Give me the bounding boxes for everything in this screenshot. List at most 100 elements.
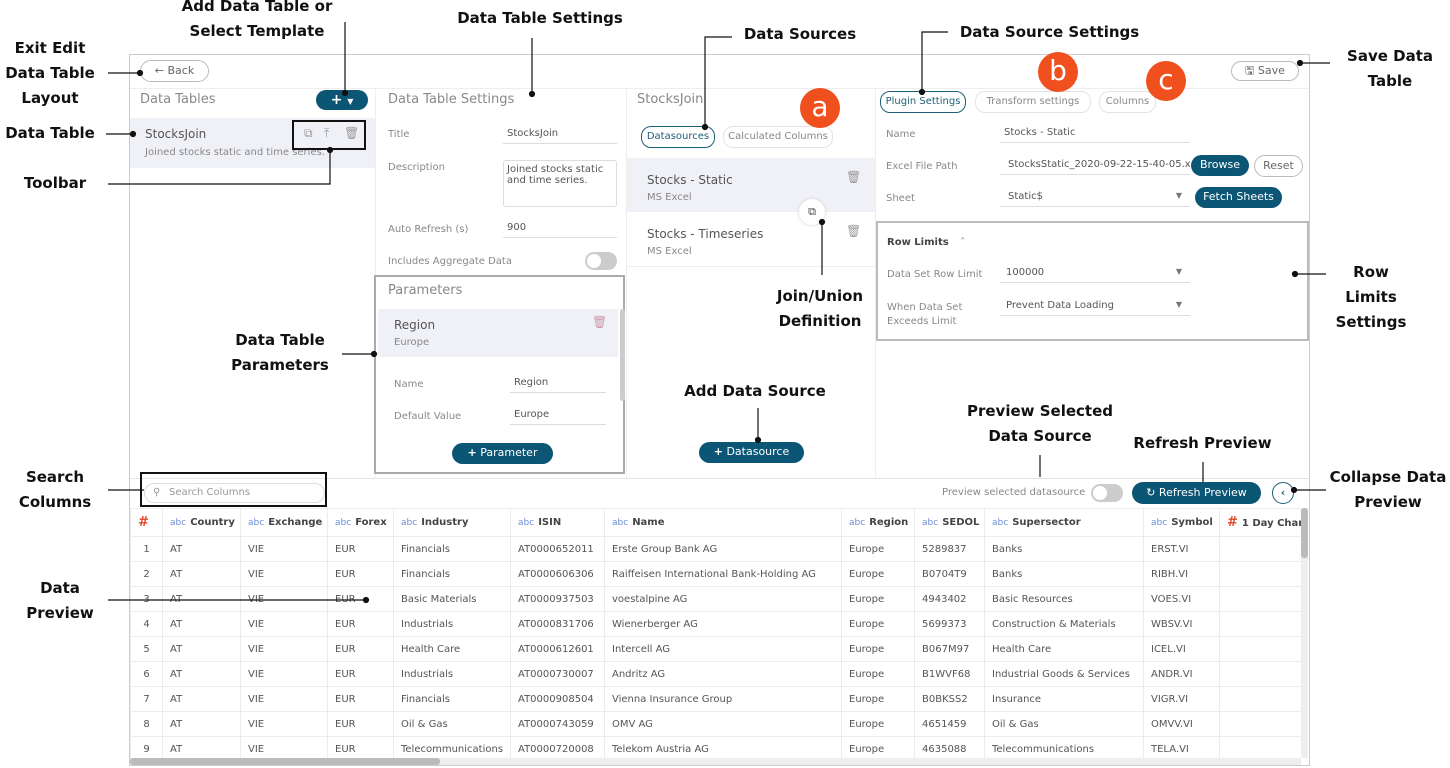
- trash-icon[interactable]: 🗑: [846, 170, 862, 184]
- add-data-table-button[interactable]: + ▼: [316, 90, 368, 110]
- column-header[interactable]: #: [130, 508, 163, 537]
- table-row[interactable]: 4 AT VIE EUR Industrials AT0000831706 Wienerbe…: [130, 611, 1301, 637]
- chevron-up-icon: ˄: [960, 237, 966, 248]
- datasource-name-input[interactable]: Stocks - Static: [1000, 127, 1190, 143]
- column-name: Forex: [355, 517, 387, 528]
- trash-icon[interactable]: 🗑: [592, 315, 608, 329]
- annotation-dss: Data Source Settings: [959, 23, 1140, 41]
- table-cell: VIE: [240, 586, 328, 612]
- table-cell: AT: [162, 661, 241, 687]
- excel-path-input[interactable]: StocksStatic_2020-09-22-15-40-05.xl: [1000, 159, 1190, 175]
- table-row[interactable]: 9 AT VIE EUR Telecommunications AT0000720008 T…: [130, 736, 1301, 758]
- description-textarea[interactable]: Joined stocks static and time series.: [503, 160, 617, 207]
- column-name: 1 Day Chan: [1241, 518, 1301, 529]
- fetch-sheets-button[interactable]: Fetch Sheets: [1195, 187, 1282, 208]
- back-button[interactable]: ← Back: [140, 60, 209, 82]
- text-type-icon: abc: [401, 518, 418, 528]
- search-icon: ⚲: [153, 487, 161, 498]
- annotation-join: Join/Union Definition: [776, 287, 864, 330]
- sheet-select[interactable]: Static$ ▼: [1000, 191, 1190, 207]
- table-cell: B1WVF68: [914, 661, 985, 687]
- table-cell: EUR: [327, 536, 394, 562]
- table-cell: VIE: [240, 711, 328, 737]
- caret-down-icon: ▼: [1175, 267, 1182, 276]
- table-cell: EUR: [327, 661, 394, 687]
- table-cell: Intercell AG: [604, 636, 842, 662]
- badge-c: c: [1146, 61, 1186, 101]
- table-cell: 5699373: [914, 611, 985, 637]
- search-columns-input[interactable]: ⚲ Search Columns: [144, 483, 325, 503]
- aggregate-toggle[interactable]: [585, 252, 617, 270]
- browse-button[interactable]: Browse: [1191, 155, 1249, 176]
- upload-icon[interactable]: ⤒: [324, 126, 330, 140]
- add-datasource-button[interactable]: + Datasource: [699, 442, 804, 463]
- table-cell: [1219, 736, 1301, 758]
- datasource-item[interactable]: Stocks - Static MS Excel 🗑: [627, 158, 875, 212]
- column-name: Region: [869, 517, 909, 528]
- annotation-ds: Data Sources: [743, 25, 857, 43]
- annotation-params: Data Table Parameters: [231, 331, 329, 374]
- refresh-preview-button[interactable]: ↻ Refresh Preview: [1132, 482, 1261, 504]
- text-type-icon: abc: [518, 518, 535, 528]
- text-type-icon: abc: [170, 518, 187, 528]
- table-cell: Europe: [841, 561, 915, 587]
- column-name: Name: [632, 517, 665, 528]
- add-parameter-button[interactable]: + Parameter: [452, 443, 553, 464]
- preview-selected-toggle[interactable]: [1091, 484, 1123, 502]
- table-cell: Basic Resources: [984, 586, 1144, 612]
- text-type-icon: abc: [849, 518, 866, 528]
- column-header[interactable]: abc Symbol: [1143, 508, 1220, 537]
- horizontal-scrollbar[interactable]: [130, 758, 1301, 765]
- annotation-refresh: Refresh Preview: [1133, 434, 1272, 452]
- table-cell: EUR: [327, 561, 394, 587]
- reset-button[interactable]: Reset: [1254, 155, 1303, 177]
- table-cell: VIE: [240, 636, 328, 662]
- table-row[interactable]: 7 AT VIE EUR Financials AT0000908504 Vienna In…: [130, 686, 1301, 712]
- exceeds-limit-select[interactable]: Prevent Data Loading ▼: [1000, 300, 1190, 316]
- table-cell: [1219, 711, 1301, 737]
- text-type-icon: abc: [992, 518, 1009, 528]
- caret-down-icon: ▼: [1175, 300, 1182, 309]
- trash-icon[interactable]: 🗑: [344, 126, 360, 140]
- title-input[interactable]: StocksJoin: [503, 128, 617, 144]
- column-header[interactable]: abc Industry: [393, 508, 511, 537]
- parameter-name-input[interactable]: Region: [510, 377, 606, 393]
- text-type-icon: abc: [248, 518, 265, 528]
- datasource-item[interactable]: Stocks - Timeseries MS Excel 🗑: [627, 212, 875, 267]
- trash-icon[interactable]: 🗑: [846, 224, 862, 238]
- parameters-panel: Parameters Region Europe 🗑 Name Region D…: [374, 275, 625, 474]
- tab-transform-settings[interactable]: Transform settings: [975, 91, 1091, 113]
- data-table-item[interactable]: StocksJoin Joined stocks static and time…: [130, 118, 375, 168]
- row-limits-title[interactable]: Row Limits ˄: [887, 237, 966, 248]
- table-cell: 6: [130, 661, 163, 687]
- column-header[interactable]: abc Exchange: [240, 508, 328, 537]
- parameter-default-input[interactable]: Europe: [510, 409, 606, 425]
- table-cell: Industrials: [393, 611, 511, 637]
- divider: [130, 88, 1309, 89]
- text-type-icon: abc: [922, 518, 939, 528]
- caret-down-icon: ▼: [347, 97, 354, 106]
- table-cell: Industrial Goods & Services: [984, 661, 1144, 687]
- settings-title: Data Table Settings: [388, 92, 515, 107]
- table-row[interactable]: 8 AT VIE EUR Oil & Gas AT0000743059 OMV AG Euro…: [130, 711, 1301, 737]
- duplicate-icon[interactable]: ⧉: [304, 126, 313, 140]
- data-preview-table: # abc Country abc Exchange abc Forex abc Industr…: [130, 508, 1301, 758]
- tab-calculated-columns[interactable]: Calculated Columns: [723, 126, 833, 148]
- table-cell: ANDR.VI: [1143, 661, 1220, 687]
- data-sources-title: StocksJoin: [637, 92, 704, 107]
- table-cell: EUR: [327, 586, 394, 612]
- save-button[interactable]: 🖫 Save: [1231, 61, 1299, 81]
- tab-columns[interactable]: Columns: [1099, 91, 1156, 113]
- scrollbar[interactable]: [620, 309, 625, 401]
- table-cell: 4943402: [914, 586, 985, 612]
- vertical-scrollbar[interactable]: [1301, 508, 1308, 758]
- badge-a: a: [800, 88, 840, 128]
- annotation-dts: Data Table Settings: [457, 9, 623, 27]
- row-limit-select[interactable]: 100000 ▼: [1000, 267, 1190, 283]
- table-cell: VIE: [240, 561, 328, 587]
- parameter-item[interactable]: Region Europe 🗑: [378, 309, 618, 357]
- auto-refresh-input[interactable]: 900: [503, 222, 617, 238]
- table-row[interactable]: 1 AT VIE EUR Financials AT0000652011 Erste Gro…: [130, 536, 1301, 562]
- table-cell: 5: [130, 636, 163, 662]
- tab-datasources[interactable]: Datasources: [641, 126, 715, 148]
